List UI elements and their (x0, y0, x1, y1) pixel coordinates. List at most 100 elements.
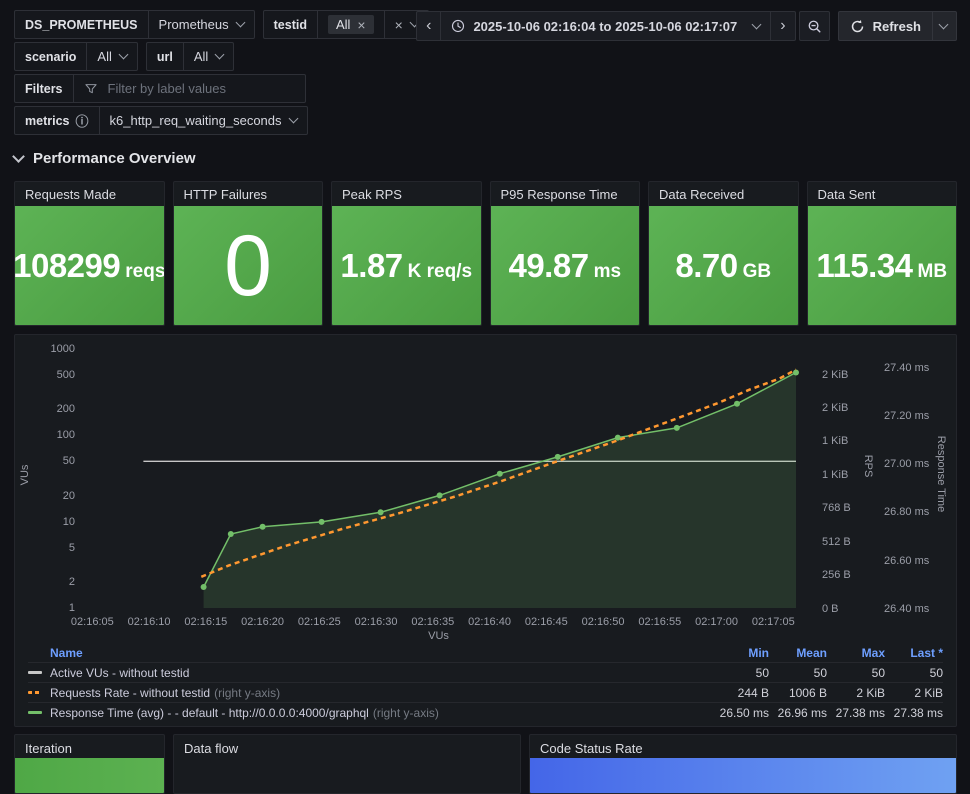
zoom-out-time-button[interactable] (798, 11, 830, 41)
data-point (259, 523, 266, 530)
chevron-down-icon (288, 113, 298, 124)
line-swatch (28, 711, 42, 714)
chevron-down-icon (235, 17, 246, 28)
legend-axis-suffix: (right y-axis) (214, 685, 281, 700)
x-axis-title: VUs (428, 630, 449, 642)
time-shift-forward-button[interactable]: › (770, 11, 796, 41)
legend-row-response-time-avg-default-http-0-0-0-0-4000-graphql[interactable]: Response Time (avg) - - default - http:/… (28, 702, 943, 722)
url-label: url (156, 49, 173, 64)
url-value[interactable]: All (182, 43, 233, 70)
magnifier-minus-icon (808, 20, 821, 33)
line-swatch (28, 671, 42, 674)
timeseries-panel: 1000 500 200 100 50 20 10 5 2 1 2 KiB 2 KiB 1 KiB 1 K… (14, 334, 957, 727)
panel-title[interactable]: Iteration (25, 741, 72, 756)
legend-value-max: 2 KiB (856, 685, 885, 700)
scenario-label: scenario (25, 49, 77, 64)
chart-legend: Name Min Mean Max Last * Active VUs - without… (28, 643, 943, 722)
stat-value-wrap: 49.87 ms (508, 249, 621, 283)
legend-series-name[interactable]: Active VUs - without testid (28, 666, 711, 680)
refresh-button[interactable]: Refresh (839, 12, 932, 40)
stat-panel-title[interactable]: P95 Response Time (500, 187, 618, 202)
y-rps-tick: 1 KiB (822, 468, 849, 481)
data-point (200, 584, 207, 590)
scenario-value-text: All (97, 49, 112, 64)
chip-close-icon[interactable]: × (357, 16, 366, 33)
stat-panel-title[interactable]: HTTP Failures (183, 187, 268, 202)
stats-row: Requests Made 108299 reqs HTTP Failures 0 Pea… (14, 181, 957, 326)
clear-all-icon[interactable]: × (394, 16, 403, 33)
label-filter-input[interactable] (105, 80, 295, 97)
testid-value[interactable]: All × (316, 11, 384, 38)
time-range-picker-button[interactable]: 2025-10-06 02:16:04 to 2025-10-06 02:17:… (441, 11, 771, 41)
panel-title[interactable]: Data flow (184, 741, 239, 756)
legend-value-min: 50 (755, 665, 769, 680)
testid-label: testid (273, 17, 307, 32)
y-left-tick: 1000 (50, 343, 75, 355)
filters-input-wrap[interactable] (72, 75, 305, 102)
metrics-value[interactable]: k6_http_req_waiting_seconds (98, 107, 307, 134)
stat-panel-title[interactable]: Data Sent (817, 187, 876, 202)
legend-col-min[interactable]: Min (748, 645, 769, 660)
stat-value-wrap: 1.87 K req/s (340, 249, 472, 283)
x-axis-tick: 02:16:40 (468, 616, 511, 628)
legend-row-requests-rate-without-testid[interactable]: Requests Rate - without testid (right y-a… (28, 682, 943, 702)
chevron-down-icon (938, 19, 949, 29)
y-rps-tick: 2 KiB (822, 402, 849, 415)
refresh-label: Refresh (872, 18, 921, 34)
datasource-value[interactable]: Prometheus (147, 11, 254, 38)
iteration-gauge-bar (15, 758, 164, 793)
stat-panel-data-sent: Data Sent 115.34 MB (806, 181, 957, 326)
url-filter[interactable]: url All (145, 42, 235, 71)
y-rps-tick: 2 KiB (822, 368, 849, 381)
chart-area: 1000 500 200 100 50 20 10 5 2 1 2 KiB 2 KiB 1 KiB 1 K… (15, 335, 956, 726)
stat-value-area: 108299 reqs (15, 206, 164, 325)
info-icon[interactable]: ⓘ (75, 114, 89, 129)
testid-chip[interactable]: All × (327, 15, 374, 34)
y-left-tick: 20 (62, 489, 75, 502)
legend-series-name[interactable]: Requests Rate - without testid (right y-a… (28, 686, 711, 700)
scenario-value[interactable]: All (86, 43, 136, 70)
stat-value-wrap: 108299 reqs (15, 249, 164, 283)
y-rps-tick: 768 B (822, 502, 851, 515)
panel-title[interactable]: Code Status Rate (540, 741, 643, 756)
legend-col-name[interactable]: Name (50, 645, 83, 660)
stat-value-area: 49.87 ms (490, 206, 639, 325)
legend-col-mean[interactable]: Mean (796, 645, 827, 660)
legend-value-last: 2 KiB (914, 685, 943, 700)
section-performance-overview[interactable]: Performance Overview (12, 150, 196, 167)
refresh-button-group: Refresh (837, 11, 957, 41)
stat-panel-title[interactable]: Data Received (659, 187, 745, 202)
datasource-picker[interactable]: DS_PROMETHEUS Prometheus (14, 10, 255, 39)
data-point (318, 518, 325, 525)
y-rt-tick: 26.60 ms (884, 554, 930, 567)
legend-value-mean: 1006 B (788, 685, 827, 700)
legend-col-max[interactable]: Max (861, 645, 885, 660)
y-rps-tick: 1 KiB (822, 435, 849, 448)
y-left-axis-title: VUs (19, 464, 31, 486)
testid-filter[interactable]: testid All × × (262, 10, 429, 39)
x-axis-tick: 02:16:20 (241, 616, 284, 628)
time-shift-back-button[interactable]: ‹ (416, 11, 442, 41)
series-line-requests-rate-without-testid (200, 368, 797, 578)
testid-controls[interactable]: × (383, 11, 428, 38)
stat-panel-title[interactable]: Peak RPS (342, 187, 402, 202)
metrics-picker[interactable]: metrics ⓘ k6_http_req_waiting_seconds (14, 106, 308, 135)
legend-axis-suffix: (right y-axis) (372, 705, 439, 720)
legend-series-name[interactable]: Response Time (avg) - - default - http:/… (28, 706, 711, 720)
stat-value-wrap: 115.34 MB (816, 249, 947, 283)
legend-header: Name Min Mean Max Last * (28, 643, 943, 662)
legend-series-label: Active VUs - without testid (50, 665, 190, 680)
y-left-tick: 1 (68, 602, 75, 614)
section-title: Performance Overview (33, 150, 196, 167)
legend-row-active-vus-without-testid[interactable]: Active VUs - without testid 50 50 50 50 (28, 662, 943, 682)
panel-iteration: Iteration (14, 734, 165, 794)
code-status-rate-bar (530, 758, 956, 793)
refresh-interval-dropdown[interactable] (932, 12, 956, 40)
stat-panel-title[interactable]: Requests Made (25, 187, 117, 202)
legend-value-min: 244 B (737, 685, 769, 700)
legend-col-last[interactable]: Last * (910, 645, 943, 660)
y-left-tick: 50 (62, 455, 75, 468)
scenario-filter[interactable]: scenario All (14, 42, 138, 71)
stat-unit: ms (593, 260, 622, 282)
stat-panel-data-received: Data Received 8.70 GB (648, 181, 799, 326)
